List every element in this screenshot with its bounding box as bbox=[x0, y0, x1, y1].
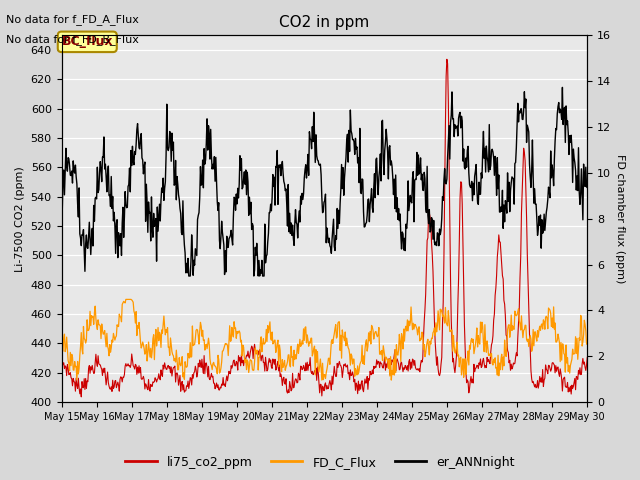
Text: No data for f_FD_B_Flux: No data for f_FD_B_Flux bbox=[6, 34, 140, 45]
Y-axis label: FD chamber flux (ppm): FD chamber flux (ppm) bbox=[615, 154, 625, 283]
Text: BC_flux: BC_flux bbox=[61, 36, 113, 48]
Y-axis label: Li-7500 CO2 (ppm): Li-7500 CO2 (ppm) bbox=[15, 166, 25, 272]
Text: No data for f_FD_A_Flux: No data for f_FD_A_Flux bbox=[6, 14, 140, 25]
Legend: li75_co2_ppm, FD_C_Flux, er_ANNnight: li75_co2_ppm, FD_C_Flux, er_ANNnight bbox=[120, 451, 520, 474]
Title: CO2 in ppm: CO2 in ppm bbox=[279, 15, 369, 30]
